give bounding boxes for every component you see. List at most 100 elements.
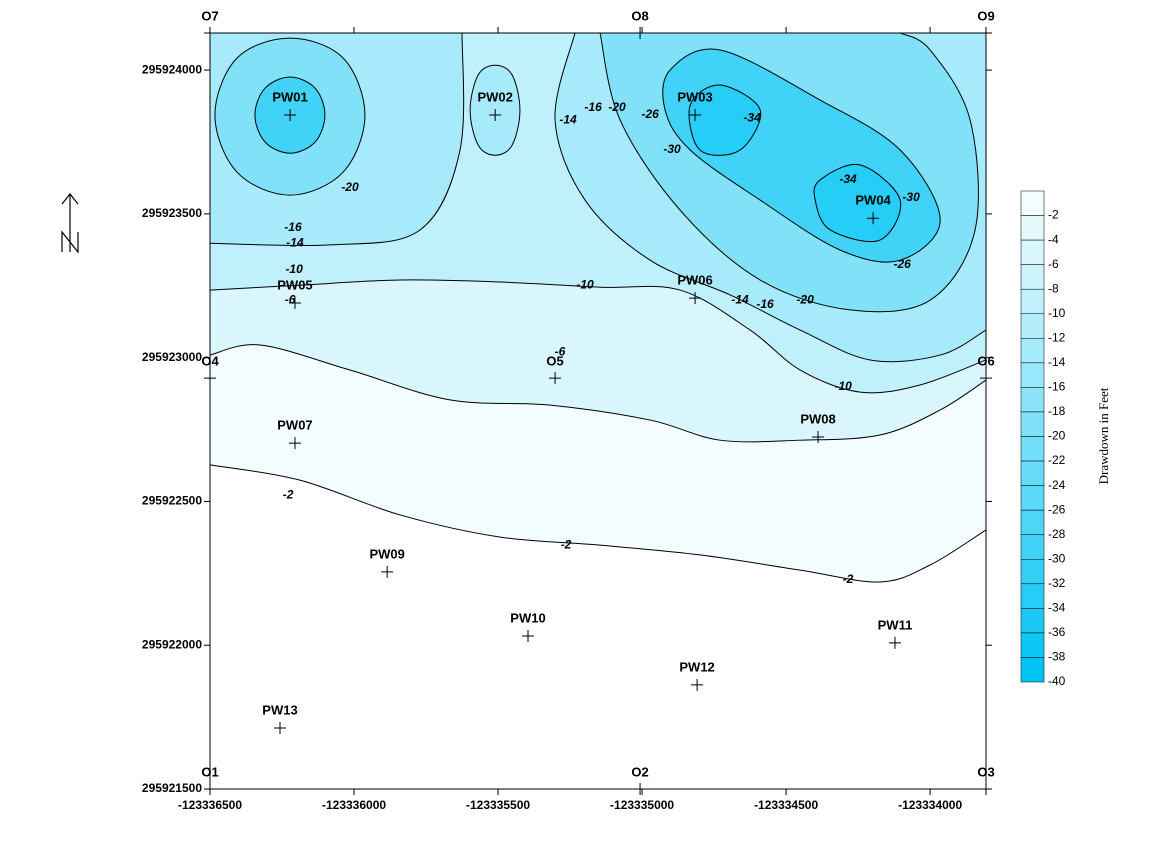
contour-label: -10 bbox=[834, 379, 852, 393]
contour-line bbox=[209, 344, 987, 443]
contour-line bbox=[688, 84, 762, 156]
colorbar-tick-label: -24 bbox=[1048, 478, 1066, 492]
colorbar-cell bbox=[1020, 362, 1045, 388]
colorbar-tick-label: -38 bbox=[1048, 650, 1066, 664]
well-marker bbox=[284, 108, 297, 121]
observation-marker bbox=[204, 372, 216, 385]
colorbar-tick-label: -28 bbox=[1048, 527, 1066, 541]
observation-marker bbox=[980, 783, 992, 795]
contour-line bbox=[209, 32, 465, 247]
well-label: PW12 bbox=[679, 659, 714, 674]
contour-fill bbox=[689, 85, 761, 156]
contour-label: -30 bbox=[663, 142, 681, 156]
contour-label: -30 bbox=[902, 190, 920, 204]
contour-line bbox=[254, 76, 326, 154]
colorbar-cell bbox=[1020, 608, 1045, 634]
contour-line bbox=[813, 163, 902, 243]
x-tick-label: -123335000 bbox=[610, 798, 674, 812]
observation-label: O9 bbox=[977, 8, 994, 23]
north-arrow-n bbox=[61, 230, 79, 254]
well-label: PW02 bbox=[477, 89, 512, 104]
observation-label: O7 bbox=[201, 8, 218, 23]
colorbar-tick-label: -40 bbox=[1048, 674, 1066, 688]
well-marker bbox=[522, 630, 535, 643]
well-marker bbox=[273, 722, 286, 735]
north-arrow bbox=[61, 193, 79, 254]
colorbar-tick-label: -30 bbox=[1048, 551, 1066, 565]
x-tick-label: -123334500 bbox=[754, 798, 818, 812]
colorbar-tick-label: -18 bbox=[1048, 404, 1066, 418]
observation-marker bbox=[980, 372, 992, 385]
observation-label: O5 bbox=[546, 354, 563, 369]
y-tick-label: 295923000 bbox=[142, 350, 202, 364]
contour-label: -10 bbox=[285, 262, 303, 276]
well-label: PW06 bbox=[677, 273, 712, 288]
contour-line bbox=[214, 37, 366, 196]
well-marker bbox=[867, 212, 880, 225]
contour-label: -16 bbox=[584, 100, 602, 114]
contour-label: -16 bbox=[756, 297, 774, 311]
well-marker bbox=[489, 108, 502, 121]
colorbar-cell bbox=[1020, 387, 1045, 413]
observation-marker bbox=[634, 27, 647, 39]
contour-label: -14 bbox=[731, 292, 749, 306]
contour-line bbox=[209, 279, 987, 394]
observation-label: O4 bbox=[201, 354, 219, 369]
contour-label: -2 bbox=[843, 572, 854, 586]
well-marker bbox=[888, 636, 901, 649]
colorbar-tick-label: -22 bbox=[1048, 453, 1066, 467]
colorbar-tick-label: -34 bbox=[1048, 601, 1066, 615]
colorbar-tick-label: -6 bbox=[1048, 257, 1059, 271]
observation-label: O8 bbox=[631, 8, 648, 23]
plot-frame bbox=[209, 32, 987, 790]
contour-label: -34 bbox=[839, 172, 857, 186]
colorbar-cell bbox=[1020, 485, 1045, 511]
contour-line bbox=[469, 64, 521, 156]
well-label: PW07 bbox=[277, 418, 312, 433]
observation-marker bbox=[204, 783, 216, 795]
well-marker bbox=[689, 108, 702, 121]
colorbar-tick-label: -10 bbox=[1048, 306, 1066, 320]
colorbar-cell bbox=[1020, 288, 1045, 315]
y-tick-label: 295922500 bbox=[142, 494, 202, 508]
y-tick-label: 295921500 bbox=[142, 781, 202, 795]
observation-label: O2 bbox=[631, 764, 648, 779]
well-marker bbox=[288, 437, 301, 450]
observation-label: O3 bbox=[977, 764, 994, 779]
well-label: PW01 bbox=[272, 89, 307, 104]
contour-label: -6 bbox=[285, 292, 296, 306]
colorbar-cell bbox=[1020, 215, 1045, 241]
colorbar-tick-label: -2 bbox=[1048, 208, 1059, 222]
well-marker bbox=[288, 297, 301, 310]
contour-label: -34 bbox=[743, 110, 761, 124]
observation-label: O1 bbox=[201, 764, 218, 779]
contour-label: -20 bbox=[796, 292, 814, 306]
colorbar-cell bbox=[1020, 657, 1045, 683]
colorbar-tick-label: -36 bbox=[1048, 625, 1066, 639]
well-marker bbox=[812, 431, 825, 444]
contour-fills bbox=[210, 33, 986, 583]
contour-label: -26 bbox=[894, 257, 912, 271]
well-label: PW08 bbox=[800, 411, 835, 426]
x-tick-label: -123336500 bbox=[178, 798, 242, 812]
well-marker bbox=[381, 565, 394, 578]
contour-label: -2 bbox=[561, 537, 572, 551]
contour-line bbox=[662, 48, 941, 263]
contour-line bbox=[554, 32, 987, 363]
contour-label: -16 bbox=[284, 220, 302, 234]
x-tick-label: -123336000 bbox=[322, 798, 386, 812]
x-tick-label: -123335500 bbox=[466, 798, 530, 812]
colorbar-cell bbox=[1020, 411, 1045, 437]
colorbar-cell bbox=[1020, 338, 1045, 364]
contour-line bbox=[209, 464, 987, 583]
contour-label: -20 bbox=[608, 100, 626, 114]
observation-marker bbox=[980, 27, 992, 39]
well-label: PW10 bbox=[510, 610, 545, 625]
colorbar-tick-label: -16 bbox=[1048, 380, 1066, 394]
colorbar-cell bbox=[1020, 509, 1045, 535]
contour-label: -14 bbox=[286, 235, 304, 249]
observation-marker bbox=[549, 372, 562, 385]
well-marker bbox=[691, 678, 704, 691]
colorbar-cell bbox=[1020, 313, 1045, 339]
colorbar-tick-label: -26 bbox=[1048, 502, 1066, 516]
